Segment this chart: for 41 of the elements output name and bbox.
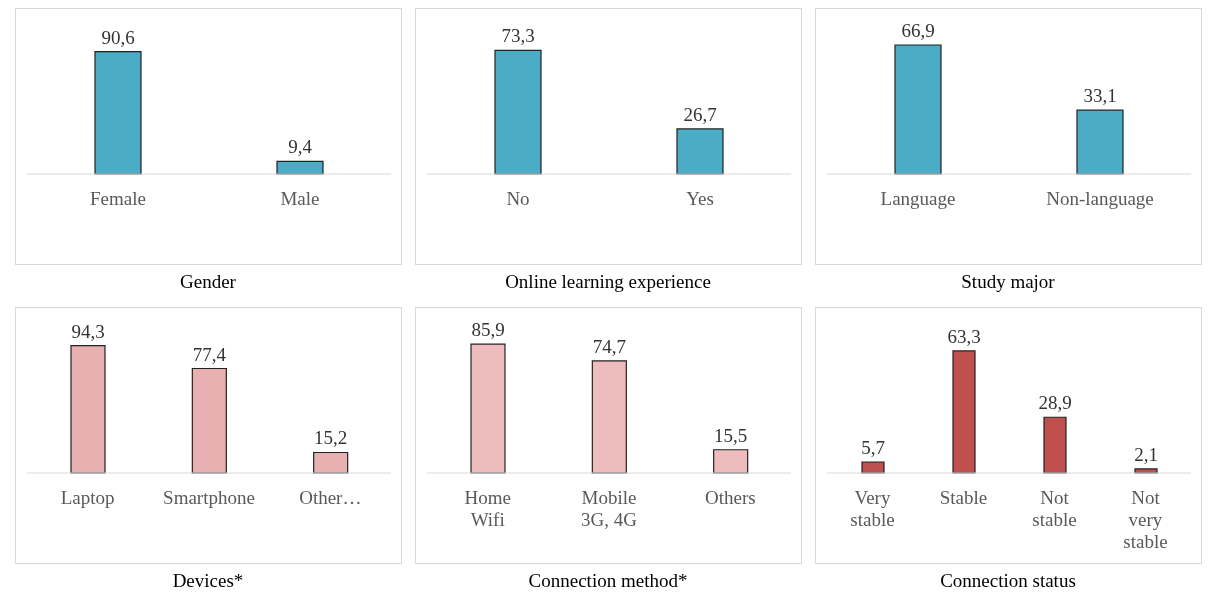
text: Study major (960, 271, 1056, 293)
data-label: 94,3 (70, 320, 105, 342)
bar (1042, 416, 1067, 474)
bar (860, 461, 885, 474)
x-tick-label: Others (704, 487, 756, 509)
x-tick-label: Not very stable (1122, 487, 1168, 552)
x-tick-label: Other… (298, 487, 361, 509)
data-label: 73,3 (500, 25, 535, 47)
x-tick-label: No (505, 188, 530, 210)
data-label: 33,1 (1082, 85, 1117, 107)
x-tick-label: Male (279, 188, 320, 210)
data-label: 28,9 (1037, 392, 1072, 414)
data-label: 26,7 (682, 103, 717, 125)
data-label: 85,9 (470, 319, 505, 341)
data-label: 63,3 (946, 325, 981, 347)
x-tick-label: Language (880, 188, 955, 210)
x-tick-label: Laptop (60, 487, 115, 509)
x-tick-label: Smartphone (162, 487, 255, 509)
data-label: 90,6 (100, 26, 135, 48)
data-label: 2,1 (1133, 443, 1158, 465)
text: Online learning experience (504, 271, 712, 293)
x-tick-label: Very stable (849, 487, 895, 531)
text: Connection method* (527, 570, 689, 592)
x-tick-label: Stable (939, 487, 987, 509)
x-tick-label: Yes (685, 188, 714, 210)
data-label: 74,7 (592, 335, 626, 357)
data-label: 15,5 (713, 424, 747, 446)
data-label: 77,4 (192, 343, 226, 365)
x-tick-label: Mobile 3G, 4G (580, 487, 637, 531)
data-label: 9,4 (287, 136, 312, 158)
x-tick-label: Female (89, 188, 146, 210)
data-label: 15,2 (313, 427, 347, 449)
text: Connection status (939, 570, 1077, 592)
x-tick-label: Not stable (1031, 487, 1077, 531)
x-tick-label: Non-language (1045, 188, 1154, 210)
x-tick-label: Home Wifi (463, 487, 511, 531)
data-label: 66,9 (900, 19, 935, 41)
data-label: 5,7 (860, 437, 885, 459)
text: Devices* (171, 570, 245, 592)
bar (951, 350, 976, 474)
text: Gender (179, 271, 237, 293)
